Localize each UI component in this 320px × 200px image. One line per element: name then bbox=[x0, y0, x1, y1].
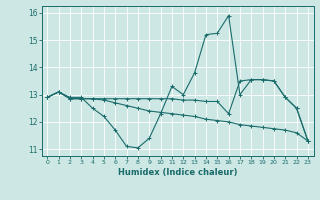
X-axis label: Humidex (Indice chaleur): Humidex (Indice chaleur) bbox=[118, 168, 237, 177]
